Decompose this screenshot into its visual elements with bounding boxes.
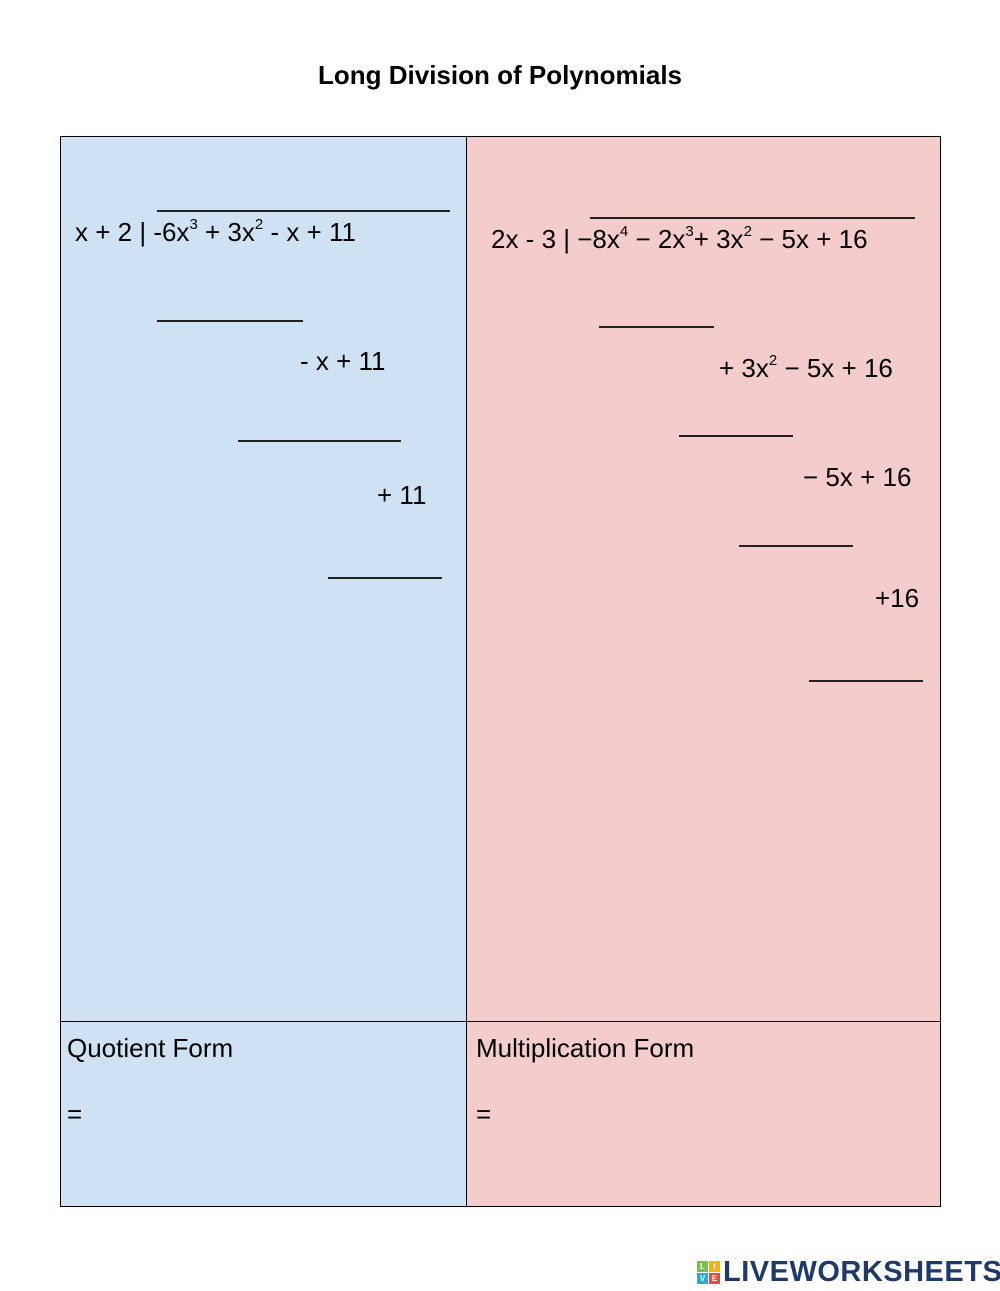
answer-blank[interactable] bbox=[599, 326, 714, 328]
answer-blank[interactable] bbox=[809, 680, 923, 682]
quotient-form-cell bbox=[60, 1021, 468, 1207]
answer-blank[interactable] bbox=[739, 545, 853, 547]
answer-blank[interactable] bbox=[238, 440, 401, 442]
left-work-cell bbox=[60, 136, 468, 1023]
division-bar bbox=[157, 210, 450, 212]
right-work-cell bbox=[466, 136, 941, 1023]
right-step-3: +16 bbox=[875, 583, 920, 613]
right-division-problem: 2x - 3 | −8x4 − 2x3+ 3x2 − 5x + 16 bbox=[491, 223, 868, 254]
quotient-form-label: Quotient Form bbox=[67, 1033, 234, 1063]
dividend: −8x4 − 2x3+ 3x2 − 5x + 16 bbox=[577, 223, 868, 254]
logo-text: LIVEWORKSHEETS bbox=[723, 1256, 1000, 1288]
divisor: 2x - 3 | bbox=[491, 224, 571, 254]
multiplication-form-cell bbox=[466, 1021, 941, 1207]
left-division-problem: x + 2 | -6x3 + 3x2 - x + 11 bbox=[75, 216, 356, 247]
dividend: -6x3 + 3x2 - x + 11 bbox=[153, 216, 356, 247]
division-bar bbox=[590, 217, 915, 219]
multiplication-form-equals[interactable]: = bbox=[476, 1099, 492, 1129]
multiplication-form-label: Multiplication Form bbox=[476, 1033, 695, 1063]
answer-blank[interactable] bbox=[157, 320, 303, 322]
answer-blank[interactable] bbox=[679, 435, 793, 437]
page-title: Long Division of Polynomials bbox=[317, 60, 683, 90]
divisor: x + 2 | bbox=[75, 217, 147, 247]
right-step-1: + 3x2 − 5x + 16 bbox=[719, 352, 893, 383]
left-step-1: - x + 11 bbox=[300, 346, 386, 376]
quotient-form-equals[interactable]: = bbox=[67, 1099, 83, 1129]
left-step-2: + 11 bbox=[377, 480, 427, 510]
answer-blank[interactable] bbox=[328, 577, 442, 579]
right-step-2: − 5x + 16 bbox=[803, 462, 912, 492]
